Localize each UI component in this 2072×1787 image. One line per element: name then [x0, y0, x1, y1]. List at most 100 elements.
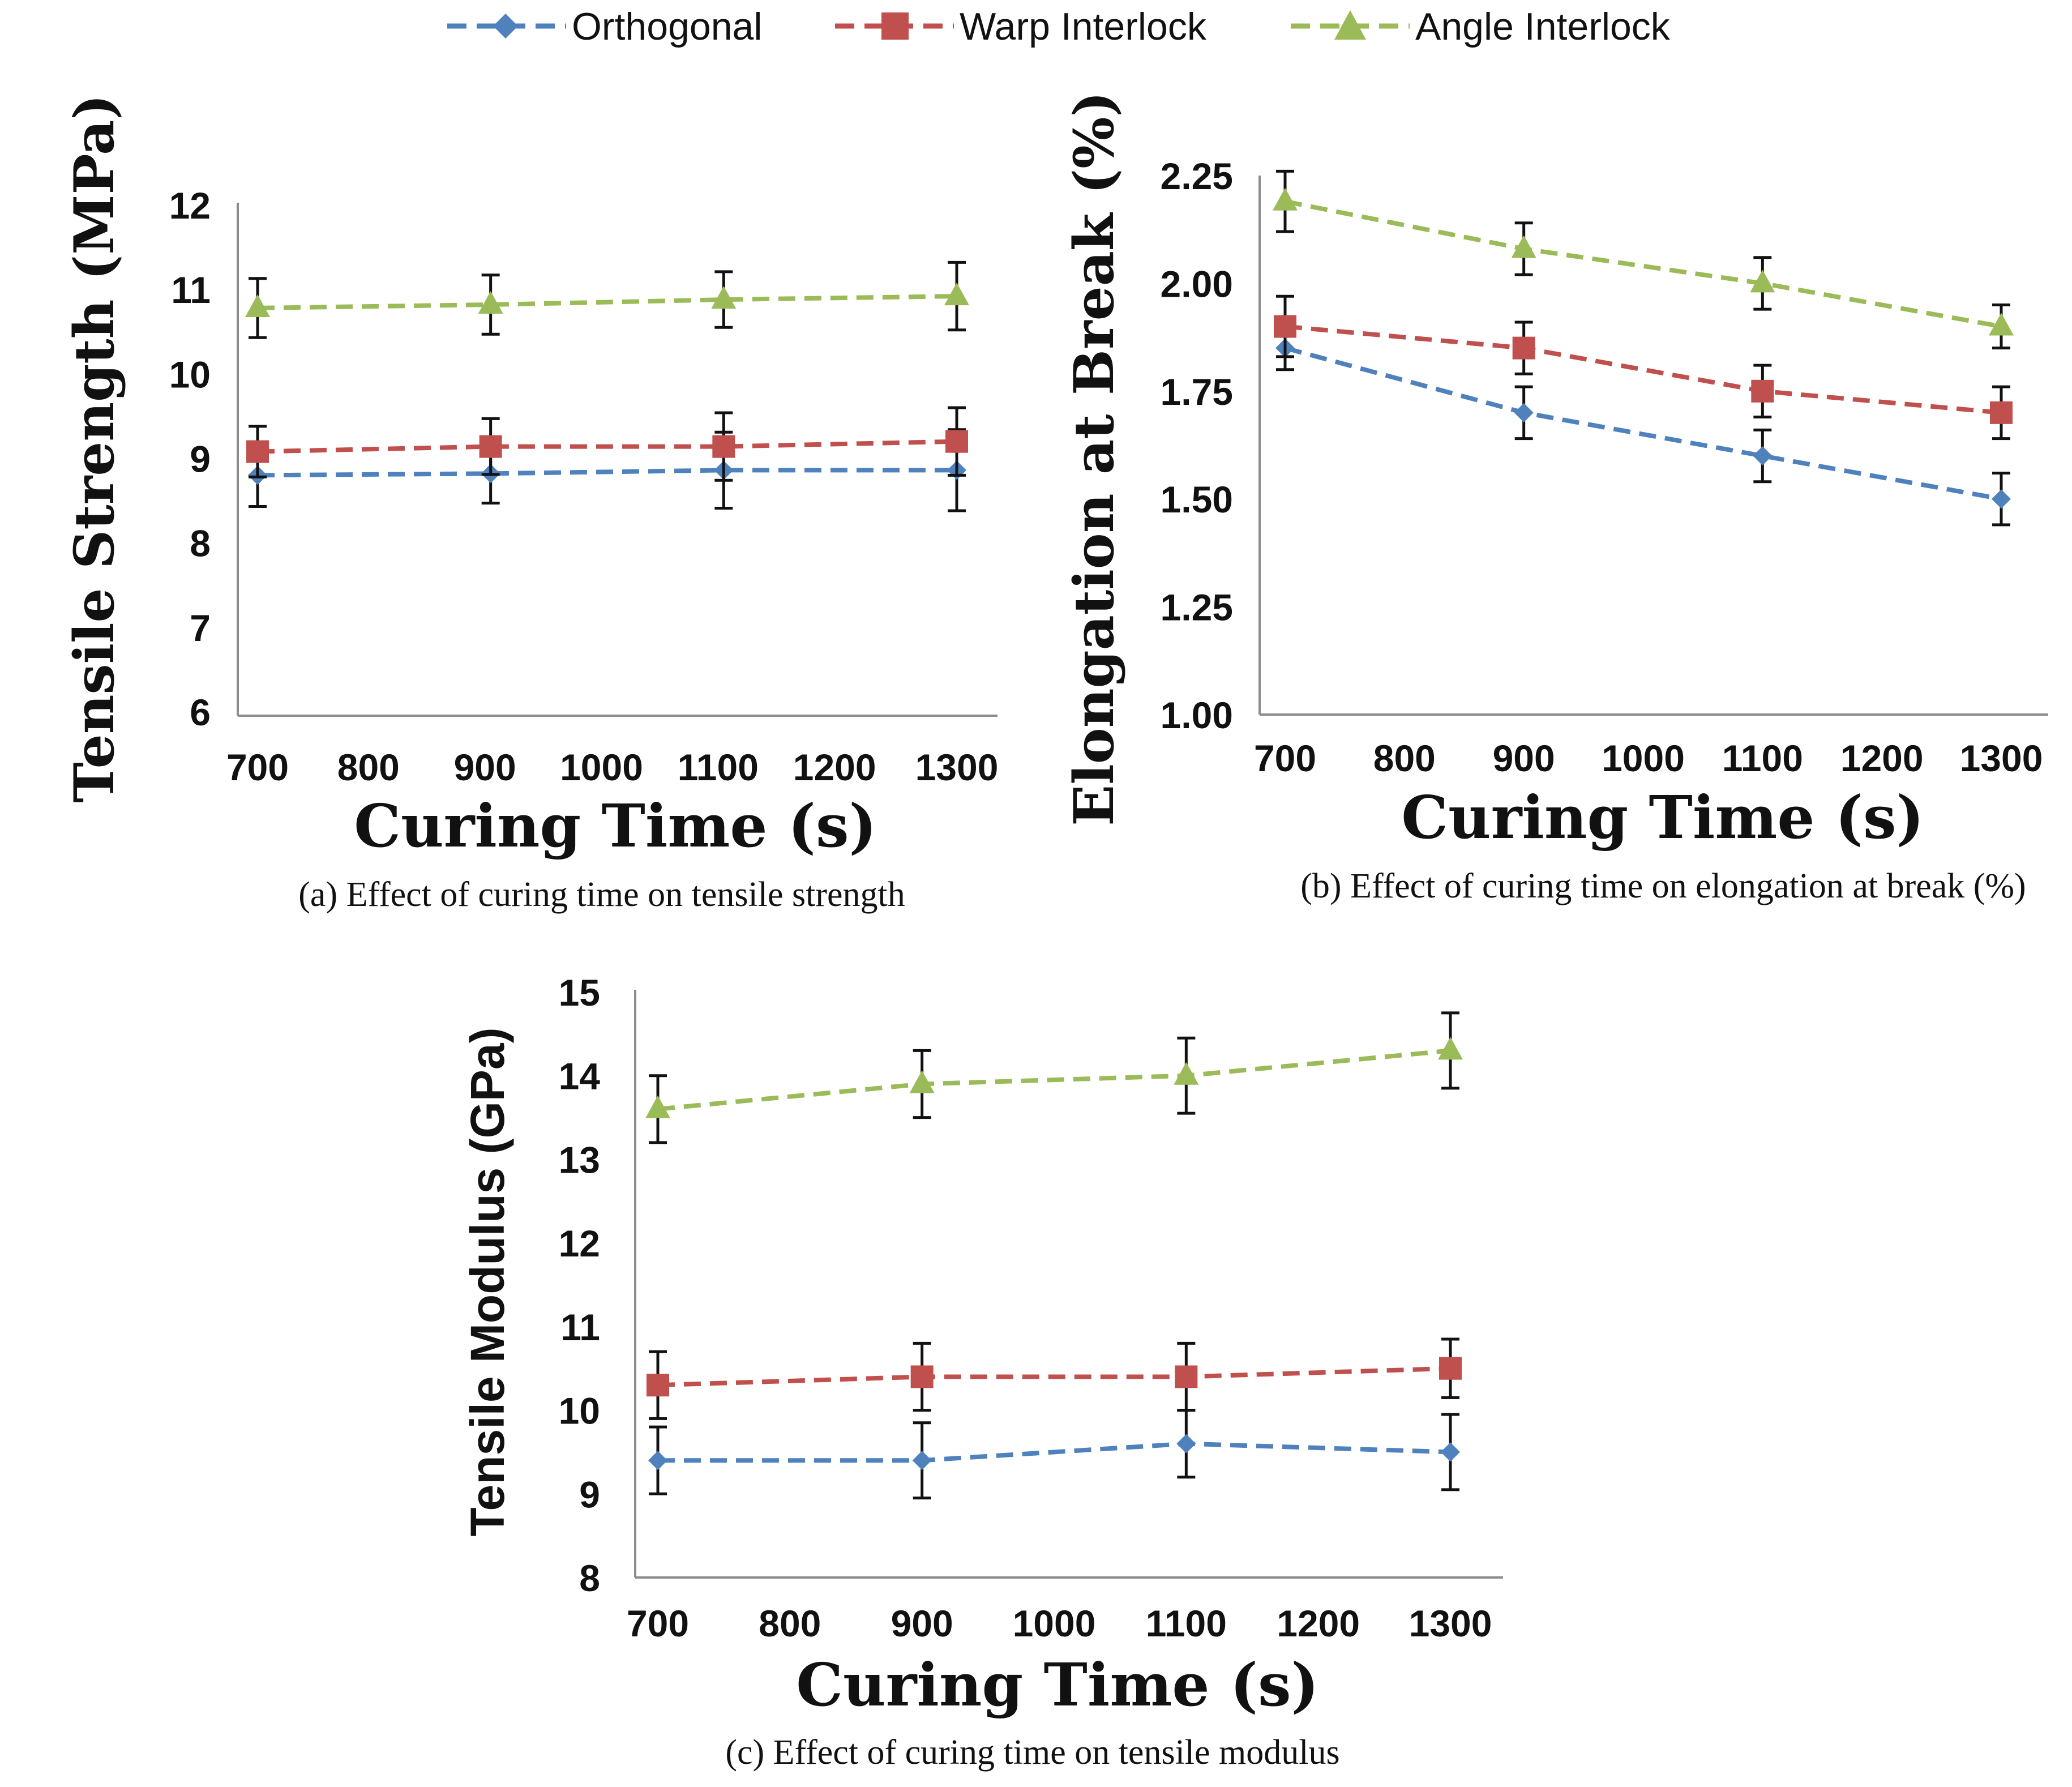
- series-a: [245, 260, 969, 512]
- data-point-c-warp-interlock-1100: [1175, 1365, 1198, 1388]
- y-tick-label-b-1-00: 1.00: [1161, 694, 1233, 736]
- axes-a: [237, 203, 998, 717]
- y-axis-title-c: Tensile Modulus (GPa): [461, 1027, 514, 1536]
- legend-marker-diamond-icon: [493, 14, 518, 39]
- x-tick-label-c-1000: 1000: [1013, 1602, 1096, 1644]
- x-ticks-b: 700 800 900 1000 1100 1200 1300: [1254, 737, 2043, 779]
- data-point-b-angle-interlock-700: [1273, 187, 1298, 211]
- data-point-b-warp-interlock-1100: [1751, 379, 1774, 403]
- data-point-a-angle-interlock-700: [245, 294, 270, 317]
- legend-label-warp-interlock: Warp Interlock: [960, 5, 1207, 48]
- data-point-b-angle-interlock-1300: [1989, 313, 2014, 336]
- data-point-c-angle-interlock-900: [909, 1070, 935, 1093]
- y-tick-label-c-11: 11: [560, 1306, 600, 1348]
- y-tick-label-c-10: 10: [559, 1390, 600, 1432]
- y-axis-title-a: Tensile Strength (MPa): [62, 94, 126, 803]
- x-tick-label-b-700: 700: [1254, 737, 1316, 779]
- y-tick-label-a-7: 7: [190, 607, 211, 649]
- caption-b: (b) Effect of curing time on elongation …: [1300, 867, 2026, 905]
- data-point-c-orthogonal-700: [648, 1451, 667, 1470]
- x-tick-label-b-1200: 1200: [1840, 737, 1924, 779]
- series-line-c-warp-interlock: [657, 1366, 1451, 1388]
- legend-entry-warp-interlock: Warp Interlock: [835, 5, 1207, 48]
- series-b: [1273, 169, 2014, 527]
- x-tick-label-a-1100: 1100: [678, 746, 759, 788]
- series-line-b-warp-interlock: [1285, 324, 2002, 415]
- legend-marker-square-icon: [881, 12, 909, 40]
- data-point-a-angle-interlock-900: [478, 291, 503, 314]
- caption-a: (a) Effect of curing time on tensile str…: [298, 875, 905, 914]
- data-point-c-orthogonal-900: [912, 1451, 932, 1470]
- x-tick-label-c-800: 800: [759, 1602, 821, 1644]
- data-point-a-warp-interlock-900: [479, 435, 502, 458]
- data-point-b-orthogonal-1300: [1992, 489, 2011, 509]
- chart-panel-c: 8 9 10 11 12 13 14 15 700 800 900 1000 1100 1200 1300…: [461, 972, 1503, 1772]
- data-point-c-angle-interlock-1300: [1438, 1037, 1463, 1060]
- x-tick-label-c-1300: 1300: [1409, 1602, 1492, 1644]
- y-tick-label-a-8: 8: [190, 523, 211, 565]
- legend-label-angle-interlock: Angle Interlock: [1415, 5, 1671, 48]
- y-ticks-a: 6 7 8 9 10 11 12: [169, 185, 211, 733]
- x-axis-title-a: Curing Time (s): [354, 791, 877, 861]
- x-tick-label-c-700: 700: [627, 1602, 689, 1644]
- series-line-b-orthogonal: [1284, 345, 2002, 502]
- axes-c: [634, 990, 1503, 1579]
- y-tick-label-b-2-00: 2.00: [1161, 263, 1233, 305]
- x-tick-label-c-1100: 1100: [1146, 1602, 1227, 1644]
- x-tick-label-a-1000: 1000: [560, 746, 643, 788]
- y-ticks-b: 1.00 1.25 1.50 1.75 2.00 2.25: [1161, 155, 1233, 736]
- x-tick-label-b-1100: 1100: [1722, 737, 1803, 779]
- data-point-c-warp-interlock-900: [910, 1365, 934, 1388]
- chart-panel-b: 1.00 1.25 1.50 1.75 2.00 2.25 700 800 900 1000 11…: [1062, 91, 2048, 905]
- x-tick-label-a-700: 700: [226, 746, 289, 788]
- y-tick-label-c-15: 15: [559, 972, 600, 1014]
- y-tick-label-c-12: 12: [559, 1222, 600, 1264]
- y-tick-label-a-10: 10: [169, 353, 211, 395]
- data-point-b-orthogonal-900: [1514, 403, 1534, 422]
- y-tick-label-a-6: 6: [190, 691, 211, 733]
- data-point-a-warp-interlock-700: [246, 440, 269, 463]
- y-tick-label-c-14: 14: [559, 1055, 601, 1097]
- data-point-c-orthogonal-1100: [1176, 1434, 1196, 1453]
- caption-c: (c) Effect of curing time on tensile mod…: [725, 1733, 1339, 1772]
- x-axis-title-b: Curing Time (s): [1401, 783, 1924, 852]
- axes-b: [1258, 176, 2048, 716]
- legend-label-orthogonal: Orthogonal: [572, 5, 762, 48]
- series-line-c-angle-interlock: [657, 1048, 1451, 1111]
- x-tick-label-c-1200: 1200: [1277, 1602, 1360, 1644]
- data-point-c-angle-interlock-1100: [1174, 1062, 1199, 1085]
- y-tick-label-a-9: 9: [190, 438, 211, 480]
- series-c: [645, 1011, 1463, 1500]
- x-ticks-c: 700 800 900 1000 1100 1200 1300: [627, 1602, 1492, 1644]
- y-tick-label-b-1-25: 1.25: [1161, 587, 1233, 629]
- data-point-c-angle-interlock-700: [645, 1095, 670, 1118]
- data-point-b-angle-interlock-1100: [1750, 270, 1775, 293]
- x-tick-label-c-900: 900: [891, 1602, 953, 1644]
- legend-entry-angle-interlock: Angle Interlock: [1291, 5, 1671, 48]
- x-tick-label-a-800: 800: [337, 746, 400, 788]
- y-tick-label-a-11: 11: [171, 269, 211, 311]
- chart-panel-a: 6 7 8 9 10 11 12 700 800 900 1000 1100 1200 1300 Ten…: [62, 94, 998, 914]
- legend: Orthogonal Warp Interlock Angle Interloc…: [447, 5, 1671, 48]
- x-tick-label-b-800: 800: [1373, 737, 1436, 779]
- y-tick-label-b-1-50: 1.50: [1161, 478, 1233, 520]
- data-point-b-angle-interlock-900: [1511, 235, 1536, 258]
- data-point-c-orthogonal-1300: [1441, 1442, 1460, 1462]
- series-line-a-angle-interlock: [257, 294, 957, 310]
- x-ticks-a: 700 800 900 1000 1100 1200 1300: [226, 746, 998, 788]
- data-point-a-warp-interlock-1100: [712, 435, 735, 458]
- x-axis-title-c: Curing Time (s): [796, 1650, 1319, 1720]
- series-line-b-angle-interlock: [1285, 199, 2002, 329]
- data-point-c-warp-interlock-700: [647, 1374, 669, 1397]
- data-point-a-warp-interlock-1300: [945, 430, 968, 453]
- x-tick-label-a-1200: 1200: [793, 746, 876, 788]
- series-line-a-warp-interlock: [257, 439, 957, 454]
- y-tick-label-b-1-75: 1.75: [1161, 371, 1233, 413]
- y-tick-label-c-13: 13: [559, 1139, 600, 1181]
- data-point-c-warp-interlock-1300: [1439, 1357, 1462, 1380]
- y-tick-label-c-9: 9: [579, 1473, 600, 1515]
- y-axis-title-b: Elongation at Break (%): [1062, 91, 1126, 826]
- x-tick-label-a-900: 900: [454, 746, 516, 788]
- x-tick-label-b-1300: 1300: [1960, 737, 2043, 779]
